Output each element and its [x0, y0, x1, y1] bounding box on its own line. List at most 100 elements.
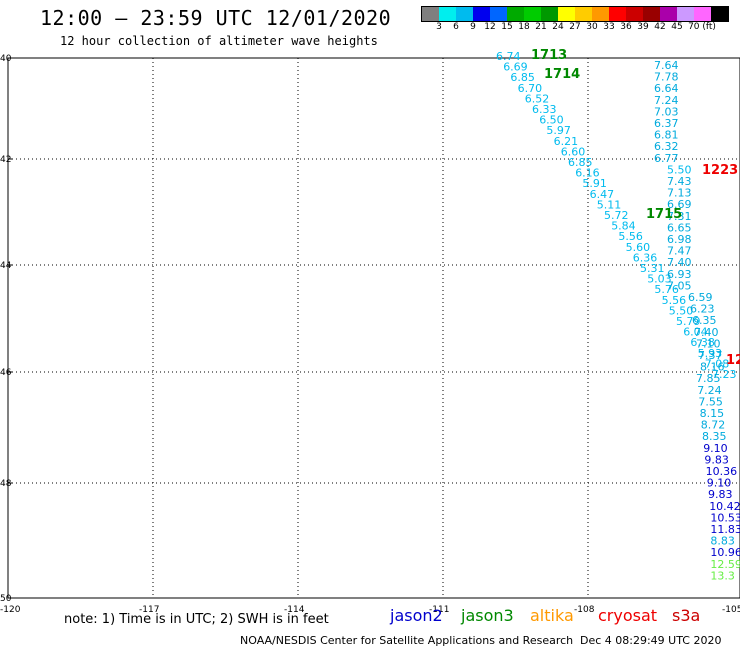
legend-label: 21 [535, 22, 547, 32]
swh-value: 5.60 [626, 241, 651, 254]
swh-value: 5.56 [618, 230, 643, 243]
latitude-label: 46 [0, 368, 12, 378]
legend-swatch [558, 7, 575, 21]
swh-value: 7.40 [667, 256, 692, 269]
swh-value: 6.70 [518, 82, 543, 95]
legend-swatch [626, 7, 643, 21]
swh-value: 9.83 [708, 488, 733, 501]
swh-value: 6.47 [590, 188, 615, 201]
swh-value: 10.36 [706, 465, 738, 478]
swh-value: 6.85 [568, 156, 593, 169]
legend-label: 45 [671, 22, 683, 32]
satellite-label-jason3: jason3 [461, 606, 514, 625]
swh-value: 6.77 [654, 152, 679, 165]
legend-swatch [439, 7, 456, 21]
swh-value: 6.36 [633, 251, 658, 264]
longitude-label: -117 [139, 605, 159, 615]
swh-value: 5.79 [676, 315, 701, 328]
swh-value: 7.78 [654, 71, 679, 84]
legend-label: 27 [569, 22, 581, 32]
wave-height-color-legend [421, 6, 729, 22]
pass-time-label: 12 [726, 353, 740, 368]
satellite-label-jason2: jason2 [390, 606, 443, 625]
footer-timestamp: Dec 4 08:29:49 UTC 2020 [580, 634, 722, 647]
satellite-label-s3a: s3a [672, 606, 701, 625]
legend-swatch [507, 7, 524, 21]
latitude-label: 42 [0, 155, 11, 165]
pass-time-label: 1713 [531, 48, 567, 63]
swh-value: 10.42 [709, 500, 740, 513]
swh-value: 6.32 [654, 140, 679, 153]
swh-value: 6.65 [667, 221, 692, 234]
longitude-label: -105 [722, 605, 740, 615]
legend-swatch [660, 7, 677, 21]
legend-swatch [609, 7, 626, 21]
legend-label: 70 (ft) [688, 22, 716, 32]
map-frame [7, 57, 740, 599]
longitude-label: -111 [429, 605, 449, 615]
legend-label: 42 [654, 22, 666, 32]
swh-value: 7.47 [667, 245, 692, 258]
swh-value: 9.10 [707, 477, 732, 490]
swh-value: 6.64 [654, 82, 679, 95]
swh-value: 6.37 [654, 117, 679, 130]
swh-value: 7.31 [667, 210, 692, 223]
latitude-label: 40 [0, 54, 12, 64]
swh-value: 7.03 [654, 105, 679, 118]
swh-value: 8.83 [710, 535, 735, 548]
swh-value: 11.83 [710, 523, 740, 536]
swh-value: 6.52 [525, 92, 550, 105]
map-title: 12:00 – 23:59 UTC 12/01/2020 [40, 6, 392, 30]
swh-value: 6.59 [688, 291, 713, 304]
swh-value: 5.56 [662, 294, 687, 307]
legend-label: 12 [484, 22, 496, 32]
swh-value: 7.08 [705, 357, 730, 370]
swh-value: 6.69 [503, 61, 528, 74]
latitude-label: 50 [0, 594, 12, 604]
swh-value: 5.84 [611, 220, 636, 233]
swh-value: 7.43 [667, 175, 692, 188]
legend-label: 33 [603, 22, 615, 32]
swh-value: 6.69 [667, 198, 692, 211]
swh-value: 6.50 [539, 114, 564, 127]
swh-value: 6.38 [690, 336, 715, 349]
swh-value: 5.97 [546, 124, 571, 137]
swh-value: 7.05 [667, 279, 692, 292]
legend-swatch [643, 7, 660, 21]
swh-value: 5.11 [597, 198, 622, 211]
legend-label: 18 [518, 22, 530, 32]
legend-swatch [490, 7, 507, 21]
satellite-label-cryosat: cryosat [598, 606, 658, 625]
swh-value: 7.13 [667, 187, 692, 200]
swh-value: 6.98 [667, 233, 692, 246]
swh-value: 5.72 [604, 209, 629, 222]
swh-value: 6.60 [561, 145, 586, 158]
swh-value: 7.37 [698, 349, 723, 362]
map-subtitle: 12 hour collection of altimeter wave hei… [60, 34, 378, 48]
legend-label: 9 [470, 22, 476, 32]
legend-swatch [541, 7, 558, 21]
legend-swatch [473, 7, 490, 21]
legend-swatch [422, 7, 439, 21]
pass-time-label: 1223 [702, 163, 738, 178]
swh-value: 8.35 [702, 430, 727, 443]
swh-value: 6.35 [692, 314, 717, 327]
swh-value: 5.76 [654, 283, 679, 296]
longitude-label: -114 [284, 605, 305, 615]
swh-value: 6.81 [654, 129, 679, 142]
legend-label: 30 [586, 22, 598, 32]
pass-time-label: 1715 [646, 207, 682, 222]
units-note: note: 1) Time is in UTC; 2) SWH is in fe… [64, 612, 329, 627]
swh-value: 5.93 [698, 347, 723, 360]
legend-swatch [575, 7, 592, 21]
swh-value: 5.03 [647, 273, 672, 286]
legend-label: 36 [620, 22, 632, 32]
swh-value: 8.72 [701, 419, 726, 432]
swh-value: 6.93 [667, 268, 692, 281]
satellite-label-altika: altika [530, 606, 574, 625]
swh-value: 10.96 [710, 546, 740, 559]
swh-value: 7.55 [698, 395, 723, 408]
swh-value: 7.40 [694, 326, 719, 339]
swh-value: 8.15 [700, 407, 725, 420]
